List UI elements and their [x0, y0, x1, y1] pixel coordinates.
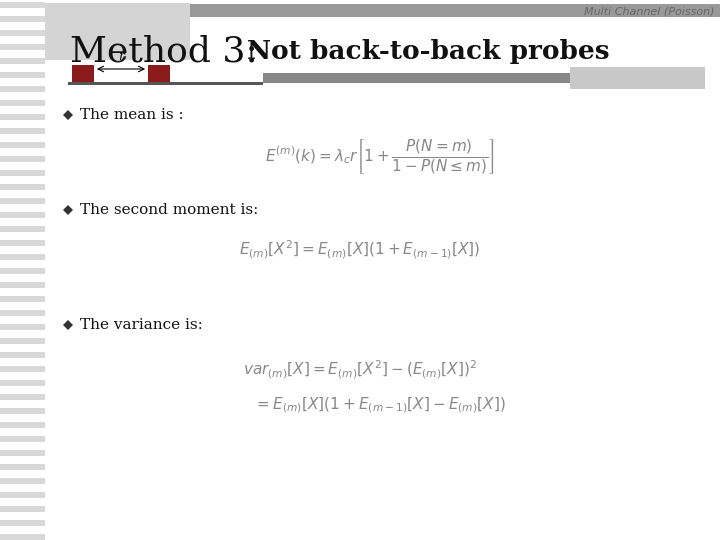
Bar — [0, 380, 45, 386]
Bar — [68, 82, 263, 85]
Bar — [0, 58, 45, 64]
Bar — [0, 170, 45, 176]
Bar — [0, 296, 45, 302]
Polygon shape — [63, 110, 73, 120]
Text: r: r — [118, 50, 124, 63]
Bar — [0, 492, 45, 498]
Bar — [0, 198, 45, 204]
Bar — [0, 16, 45, 22]
Bar — [0, 366, 45, 372]
Bar — [0, 310, 45, 316]
Bar — [0, 478, 45, 484]
Bar — [0, 520, 45, 526]
Polygon shape — [63, 320, 73, 330]
Bar — [45, 3, 190, 60]
Bar — [0, 464, 45, 470]
Bar — [0, 44, 45, 50]
Text: Method 3:: Method 3: — [70, 35, 269, 69]
Text: Not back-to-back probes: Not back-to-back probes — [247, 39, 610, 64]
Bar — [263, 73, 703, 83]
Bar — [0, 100, 45, 106]
Text: $= E_{(m)}[X](1 + E_{(m-1)}[X] - E_{(m)}[X])$: $= E_{(m)}[X](1 + E_{(m-1)}[X] - E_{(m)}… — [254, 395, 506, 415]
Bar — [0, 128, 45, 134]
Bar — [0, 142, 45, 148]
Text: The mean is :: The mean is : — [80, 108, 184, 122]
Bar — [0, 506, 45, 512]
Bar — [148, 65, 170, 82]
Bar — [0, 408, 45, 414]
Bar — [0, 338, 45, 344]
Text: $E_{(m)}[X^2] = E_{(m)}[X](1 + E_{(m-1)}[X])$: $E_{(m)}[X^2] = E_{(m)}[X](1 + E_{(m-1)}… — [239, 239, 481, 261]
Text: Multi Channel (Poisson): Multi Channel (Poisson) — [585, 6, 715, 16]
Polygon shape — [63, 205, 73, 215]
Bar — [0, 114, 45, 120]
Bar — [0, 2, 45, 8]
Bar — [0, 394, 45, 400]
Bar — [0, 156, 45, 162]
Bar — [0, 30, 45, 36]
Bar — [0, 282, 45, 288]
Bar — [0, 422, 45, 428]
Bar — [0, 184, 45, 190]
Bar — [0, 450, 45, 456]
Bar — [0, 534, 45, 540]
Text: The variance is:: The variance is: — [80, 318, 203, 332]
Bar — [0, 240, 45, 246]
Bar — [72, 65, 94, 82]
Bar — [570, 67, 705, 89]
Bar — [0, 268, 45, 274]
Bar — [0, 324, 45, 330]
Bar — [0, 86, 45, 92]
Text: $E^{(m)}(k) = \lambda_{c}r\left[1 + \dfrac{P(N = m)}{1 - P(N \leq m)}\right]$: $E^{(m)}(k) = \lambda_{c}r\left[1 + \dfr… — [266, 138, 495, 176]
Bar — [0, 212, 45, 218]
Bar — [0, 254, 45, 260]
Bar — [0, 226, 45, 232]
Bar — [45, 4, 720, 17]
Bar — [0, 72, 45, 78]
Text: The second moment is:: The second moment is: — [80, 203, 258, 217]
Bar — [0, 436, 45, 442]
Bar — [0, 352, 45, 358]
Text: $var_{(m)}[X] = E_{(m)}[X^2] - (E_{(m)}[X])^2$: $var_{(m)}[X] = E_{(m)}[X^2] - (E_{(m)}[… — [243, 359, 477, 381]
